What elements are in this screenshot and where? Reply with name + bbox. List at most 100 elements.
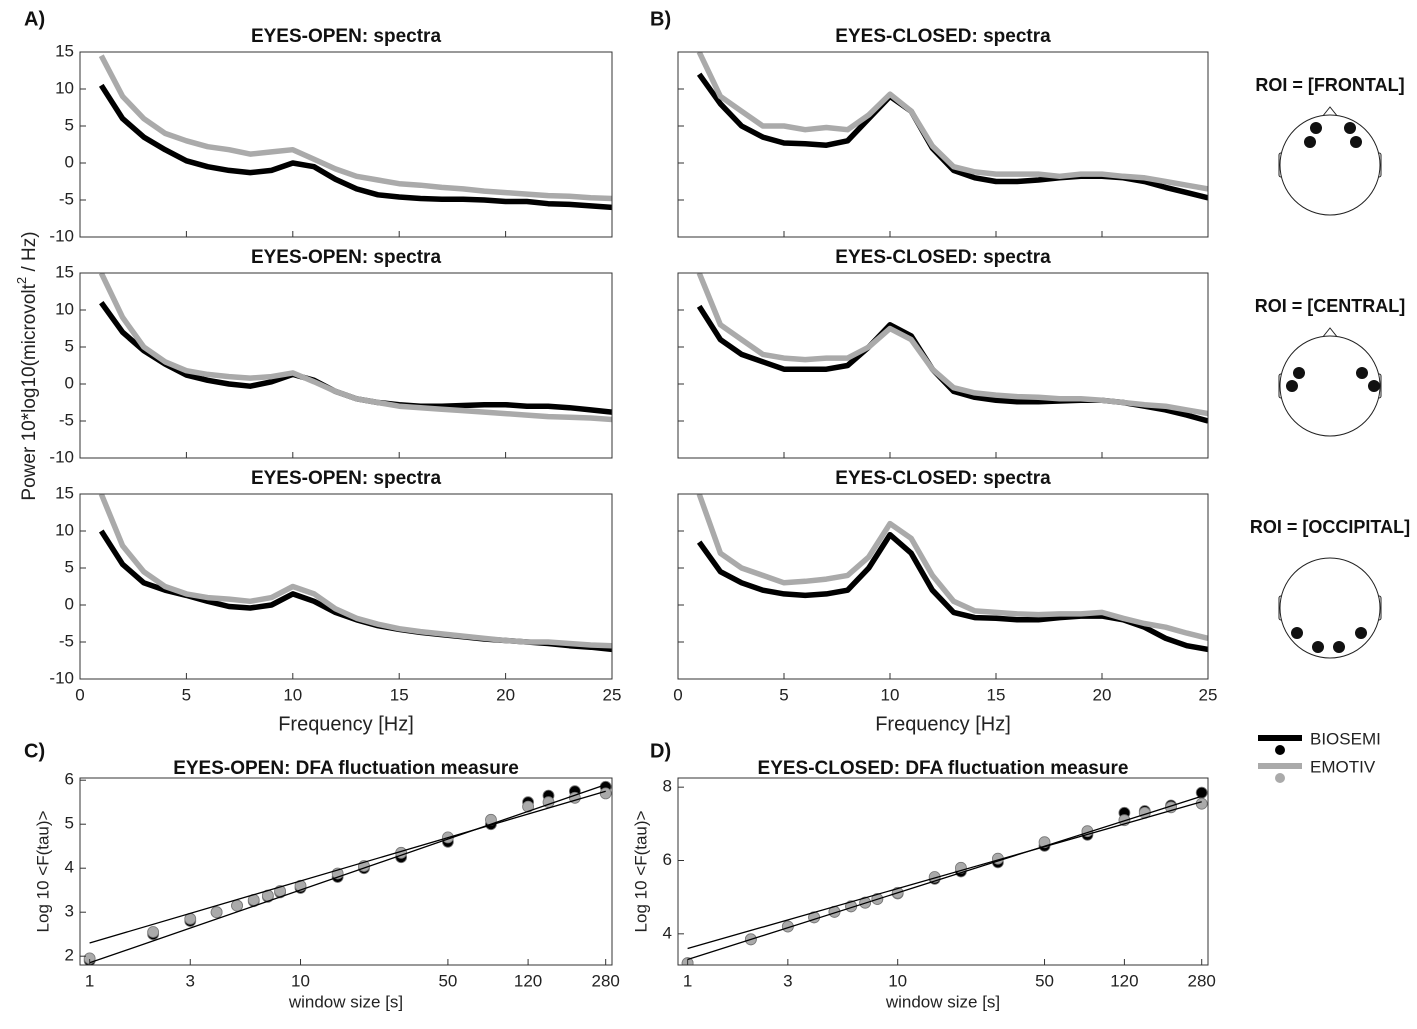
- y-tick-label: -10: [49, 226, 74, 245]
- spectrum-line: [696, 273, 1208, 417]
- y-tick-label: 2: [65, 946, 74, 965]
- plot-area: [696, 52, 1208, 201]
- y-tick-label: 5: [65, 814, 74, 833]
- y-axis-label-text: Power 10*log10(microvolt: [19, 283, 40, 500]
- x-tick-label: 120: [1110, 971, 1138, 990]
- x-tick-label: 120: [514, 971, 542, 990]
- plot-area: [98, 54, 612, 211]
- x-tick-label: 20: [496, 685, 515, 704]
- x-tick-label: 50: [1035, 971, 1054, 990]
- spectrum-line: [98, 83, 612, 211]
- x-tick-label: 10: [881, 685, 900, 704]
- y-tick-label: 10: [55, 78, 74, 97]
- x-axis-label: Frequency [Hz]: [875, 713, 1011, 735]
- x-tick-label: 5: [779, 685, 788, 704]
- dfa-point: [210, 906, 223, 919]
- dfa-point: [599, 787, 612, 800]
- spectrum-line: [696, 52, 1208, 192]
- y-tick-label: 3: [65, 902, 74, 921]
- axes-box: [79, 272, 613, 459]
- axes-box: [79, 777, 613, 966]
- axes-box: [677, 272, 1209, 459]
- spectrum-line: [99, 300, 612, 415]
- x-tick-label: 0: [75, 685, 84, 704]
- x-tick-label: 0: [673, 685, 682, 704]
- chart-title: EYES-OPEN: DFA fluctuation measure: [173, 758, 519, 779]
- y-tick-label: 0: [65, 373, 74, 392]
- chart-title: EYES-CLOSED: DFA fluctuation measure: [758, 758, 1129, 779]
- roi-label: ROI = [OCCIPITAL]: [1250, 517, 1410, 537]
- x-axis-label: window size [s]: [288, 992, 403, 1011]
- y-axis-label-sup: 2: [14, 277, 29, 284]
- y-tick-label: 5: [65, 336, 74, 355]
- dfa-point: [147, 926, 160, 938]
- y-tick-label: 0: [65, 152, 74, 171]
- plot-area: [681, 786, 1208, 965]
- axes-box: [677, 493, 1209, 680]
- y-axis-label: Log 10 <F(tau)>: [631, 810, 650, 932]
- dfa-point: [522, 800, 534, 813]
- y-tick-label: 4: [663, 923, 672, 942]
- head-occipital: [1278, 557, 1382, 659]
- x-tick-label: 5: [182, 685, 191, 704]
- plot-area: [696, 494, 1208, 653]
- head-frontal: [1278, 106, 1382, 216]
- y-axis-label: Power 10*log10(microvolt2 / Hz): [14, 231, 40, 500]
- chart-title: EYES-OPEN: spectra: [251, 468, 441, 489]
- fit-line: [89, 783, 606, 964]
- x-tick-label: 10: [888, 971, 907, 990]
- x-tick-label: 10: [283, 685, 302, 704]
- spectrum-line: [696, 494, 1208, 641]
- y-tick-label: 8: [663, 777, 672, 796]
- fit-line: [89, 790, 606, 944]
- y-tick-label: 15: [55, 41, 74, 60]
- x-tick-label: 20: [1093, 685, 1112, 704]
- y-axis-label-text: / Hz): [19, 231, 40, 276]
- y-tick-label: 10: [55, 520, 74, 539]
- y-tick-label: 15: [55, 262, 74, 281]
- legend-label: EMOTIV: [1310, 757, 1376, 776]
- y-tick-label: 4: [65, 858, 74, 877]
- y-tick-label: -10: [49, 668, 74, 687]
- roi-label: ROI = [FRONTAL]: [1255, 75, 1404, 95]
- panel-label: A): [24, 8, 45, 30]
- x-tick-label: 3: [783, 971, 792, 990]
- x-tick-label: 1: [683, 971, 692, 990]
- spectrum-line: [98, 494, 612, 649]
- x-tick-label: 15: [987, 685, 1006, 704]
- axes-box: [677, 777, 1209, 966]
- x-tick-label: 50: [438, 971, 457, 990]
- x-axis-label: window size [s]: [885, 992, 1000, 1011]
- spectrum-line: [98, 54, 612, 202]
- x-tick-label: 25: [603, 685, 622, 704]
- y-axis-label: Log 10 <F(tau)>: [33, 810, 52, 932]
- y-tick-label: 0: [65, 594, 74, 613]
- y-tick-label: -10: [49, 447, 74, 466]
- panel-label: D): [650, 740, 671, 762]
- plot-area: [696, 273, 1208, 424]
- panel-label: B): [650, 8, 671, 30]
- head-central: [1278, 327, 1382, 437]
- y-tick-label: 10: [55, 299, 74, 318]
- y-tick-label: 5: [65, 115, 74, 134]
- dfa-point: [231, 899, 243, 912]
- chart-title: EYES-CLOSED: spectra: [835, 468, 1051, 489]
- fit-line: [687, 795, 1202, 961]
- plot-area: [98, 494, 612, 653]
- chart-title: EYES-CLOSED: spectra: [835, 26, 1051, 47]
- legend-label: BIOSEMI: [1310, 729, 1381, 748]
- legend-marker: [1275, 745, 1285, 755]
- legend-marker: [1275, 773, 1285, 783]
- x-tick-label: 1: [85, 971, 94, 990]
- x-tick-label: 3: [186, 971, 195, 990]
- fit-line: [687, 801, 1202, 950]
- x-tick-label: 25: [1199, 685, 1218, 704]
- y-tick-label: 6: [65, 770, 74, 789]
- chart-title: EYES-OPEN: spectra: [251, 247, 441, 268]
- axes-box: [677, 51, 1209, 238]
- plot-area: [83, 780, 612, 965]
- y-tick-label: 15: [55, 483, 74, 502]
- plot-area: [98, 273, 612, 423]
- y-tick-label: -5: [59, 189, 74, 208]
